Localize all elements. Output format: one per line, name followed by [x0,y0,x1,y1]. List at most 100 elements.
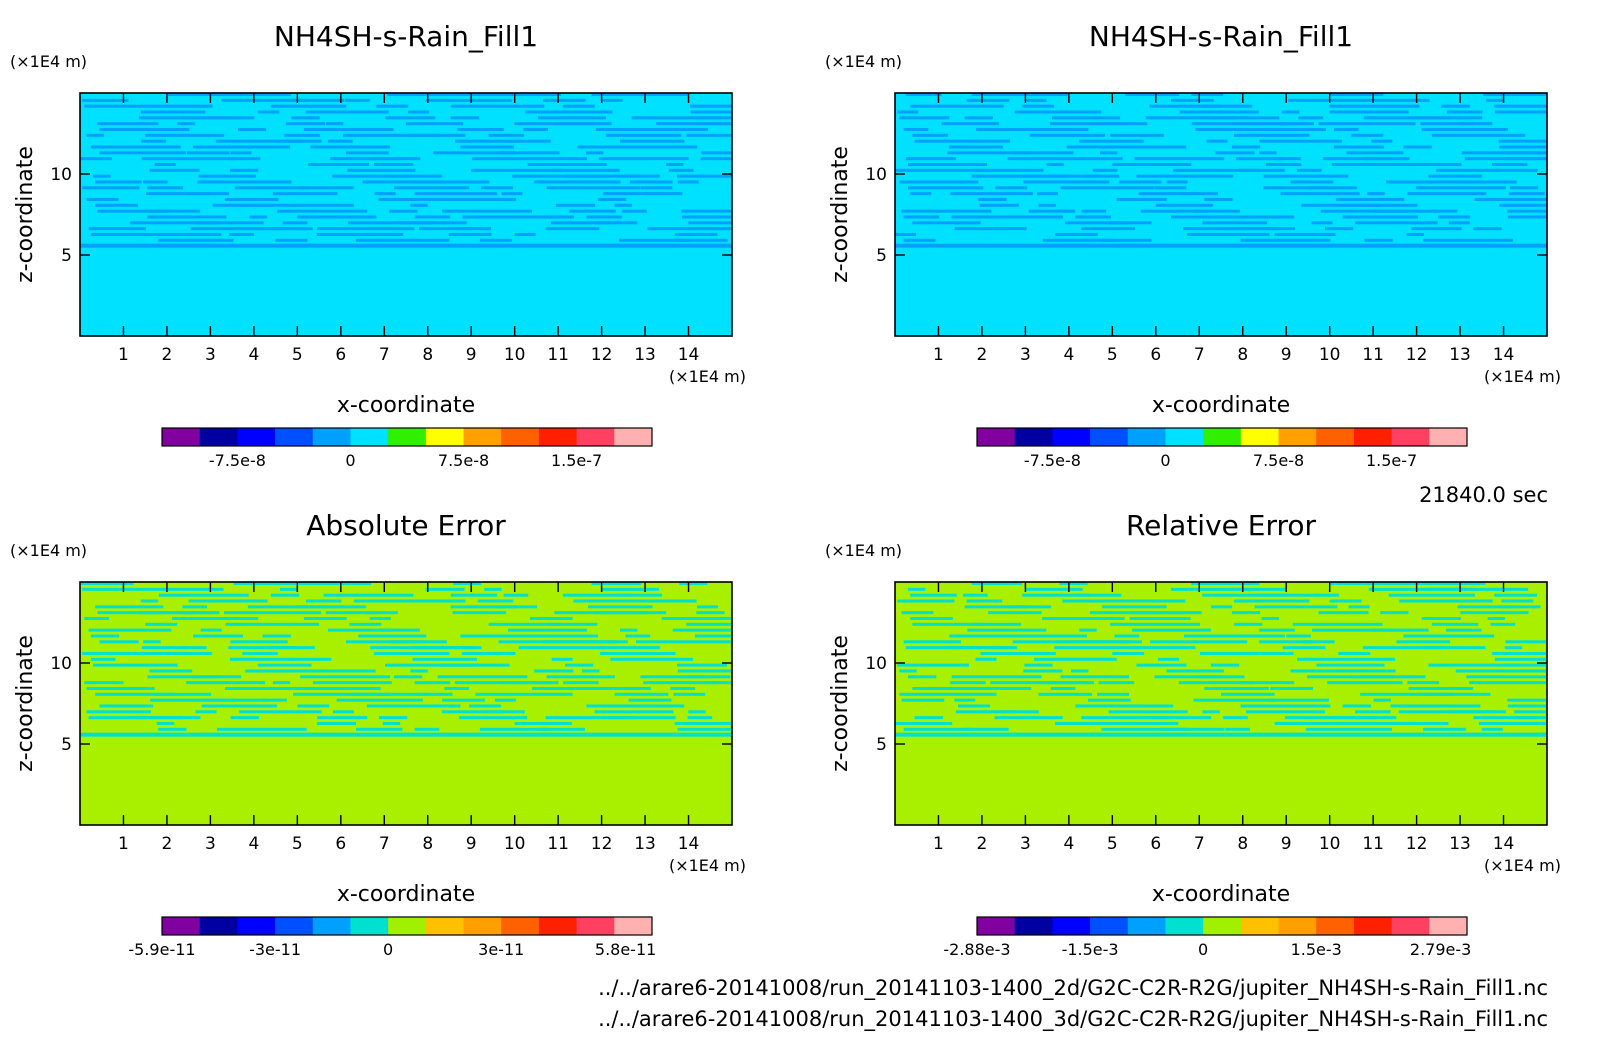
chart-0-colorbar-swatch [614,428,653,446]
chart-2-pattern-cell [150,698,237,702]
chart-3-pattern-cell [1492,587,1529,591]
chart-3-pattern-cell [1081,716,1172,720]
chart-2-pattern-cell [625,634,651,638]
chart-1-title: NH4SH-s-Rain_Fill1 [1089,20,1353,53]
chart-0-pattern-cell [464,180,490,184]
chart-0-pattern-cell [554,122,612,126]
chart-3-pattern-cell [1042,616,1125,620]
chart-1-pattern-cell [1406,232,1424,236]
chart-3-pattern-cell [1390,704,1481,708]
chart-2-colorbar-swatch [463,917,502,935]
chart-0-x-tick-label: 1 [118,345,129,365]
chart-1-pattern-cell [1318,122,1416,126]
chart-1-pattern-cell [912,133,948,137]
chart-1-x-tick-label: 10 [1319,345,1341,365]
chart-1-pattern-cell [1448,221,1470,225]
chart-0-pattern-cell [598,157,689,161]
chart-0-pattern-cell [686,133,732,137]
chart-0-pattern-cell [674,232,718,236]
panel-bottom-right: Relative Error(×1E4 m)1 2 3 4 5 6 7 8 9 10 11 12 13 1… [825,509,1561,959]
chart-2-pattern-cell [695,634,732,638]
chart-0-x-unit: (×1E4 m) [669,367,746,386]
chart-2-pattern-cell [356,727,403,731]
chart-1-pattern-cell [1005,215,1064,219]
chart-3-pattern-cell [1342,704,1371,708]
chart-2-pattern-cell [614,692,669,696]
chart-0-pattern-cell [306,110,389,114]
chart-2-pattern-cell [475,692,573,696]
chart-0-pattern-cell [158,238,234,242]
chart-3-colorbar-swatch [977,917,1016,935]
chart-2-pattern-cell [158,727,187,731]
chart-1-pattern-cell [1066,145,1161,149]
chart-0-pattern-cell [84,104,160,108]
chart-0-pattern-cell [362,180,449,184]
chart-0-pattern-cell [425,98,512,102]
chart-0-pattern-cell [507,139,551,143]
chart-2-pattern-cell [412,657,477,661]
chart-1-pattern-cell [1498,139,1547,143]
chart-2-pattern-cell [488,622,561,626]
chart-0-pattern-cell [631,116,722,120]
chart-2-pattern-cell [643,681,719,685]
chart-1-pattern-cell [1483,93,1547,96]
chart-2-colorbar-swatch [576,917,615,935]
chart-3-pattern-cell [1407,681,1440,685]
chart-2-pattern-cell [327,628,389,632]
chart-3-pattern-cell [1160,727,1225,731]
chart-2-pattern-cell [529,616,573,620]
chart-1-pattern-cell [903,215,940,219]
chart-0-pattern-cell [370,157,421,161]
chart-3-pattern-cell [1423,727,1466,731]
chart-1-pattern-cell [1206,139,1228,143]
chart-3-pattern-cell [1101,727,1188,731]
chart-1-pattern-cell [1125,93,1179,96]
chart-1-pattern-cell [1413,116,1461,120]
chart-2-pattern-cell [225,622,320,626]
chart-1-pattern-cell [1259,151,1277,155]
chart-2-x-tick-label: 9 [466,834,477,854]
chart-3-pattern-cell [971,582,1022,585]
chart-3-pattern-cell [1445,628,1482,632]
chart-3-pattern-cell [901,698,945,702]
chart-2-pattern-cell [514,721,572,725]
chart-2-pattern-cell [303,616,347,620]
chart-1-pattern-cell [1234,133,1310,137]
chart-0-pattern-cell [455,139,520,143]
chart-1-colorbar-label: 1.5e-7 [1366,451,1417,470]
chart-3-pattern-cell [1350,675,1416,679]
chart-3-pattern-cell [1290,669,1370,673]
chart-0-pattern-cell [591,93,689,96]
chart-2-pattern-cell [456,646,482,650]
chart-1-x-unit: (×1E4 m) [1484,367,1561,386]
chart-1-x-tick-label: 13 [1449,345,1471,365]
chart-1-pattern-cell [976,127,1045,131]
chart-2-pattern-cell [673,692,706,696]
chart-0-pattern-cell [345,151,389,155]
chart-0-pattern-cell [534,180,621,184]
chart-2-pattern-cell [598,646,642,650]
chart-1-pattern-cell [1438,215,1471,219]
chart-1-pattern-cell [1136,174,1234,178]
chart-0-pattern-cell [625,145,698,149]
chart-1-pattern-cell [1049,122,1129,126]
chart-0-x-tick-label: 8 [422,345,433,365]
chart-3-pattern-cell [908,675,937,679]
chart-0-pattern-cell [325,122,344,126]
chart-2-pattern-cell [442,698,485,702]
chart-0-pattern-cell [697,116,732,120]
chart-1-pattern-cell [1298,116,1324,120]
chart-3-pattern-cell [964,605,1030,609]
chart-2-pattern-cell [586,704,659,708]
chart-0-pattern-cell [90,145,167,149]
chart-0-colorbar-label: 1.5e-7 [551,451,602,470]
chart-3-pattern-cell [1355,657,1395,661]
chart-3-pattern-cell [1448,710,1507,714]
chart-2-pattern-cell [341,605,367,609]
chart-2-pattern-cell [494,605,538,609]
chart-0-colorbar-swatch [199,428,238,446]
chart-3-pattern-cell [1130,611,1202,615]
chart-1-pattern-cell [1491,162,1528,166]
chart-0-pattern-cell [577,145,672,149]
chart-2-colorbar-swatch [162,917,201,935]
